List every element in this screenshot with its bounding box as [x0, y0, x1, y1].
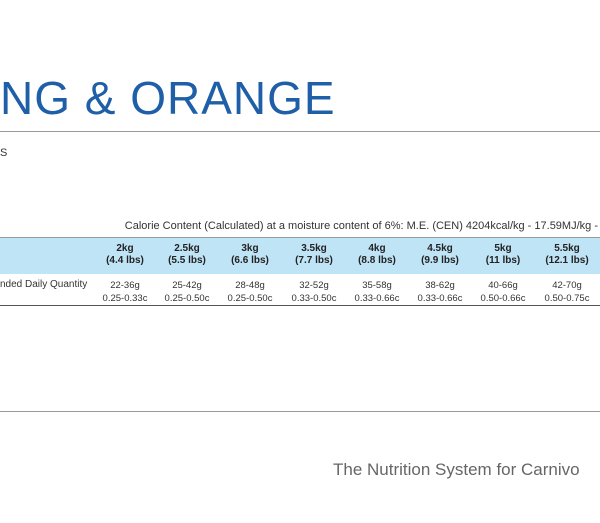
weight-lbs: (9.9 lbs): [421, 255, 459, 266]
grams-value: 35-58g: [362, 280, 392, 291]
weight-column-header: 5kg (11 lbs): [474, 243, 532, 267]
table-header-band: [0, 237, 600, 274]
cups-value: 0.33-0.66c: [417, 293, 463, 304]
weight-kg: 3.5kg: [301, 243, 327, 254]
weight-column-header: 5.5kg (12.1 lbs): [538, 243, 596, 267]
top-divider: [0, 131, 600, 132]
weight-column-header: 2.5kg (5.5 lbs): [158, 243, 216, 267]
daily-quantity-cell: 35-58g 0.33-0.66c: [348, 279, 406, 305]
weight-column-header: 4.5kg (9.9 lbs): [411, 243, 469, 267]
cups-value: 0.25-0.50c: [227, 293, 273, 304]
daily-quantity-cell: 38-62g 0.33-0.66c: [411, 279, 469, 305]
weight-column-header: 4kg (8.8 lbs): [348, 243, 406, 267]
product-title: NG & ORANGE: [0, 72, 336, 124]
grams-value: 40-66g: [488, 280, 518, 291]
weight-kg: 5.5kg: [554, 243, 580, 254]
bottom-divider: [0, 411, 600, 412]
row-divider: [0, 305, 600, 306]
daily-quantity-cell: 32-52g 0.33-0.50c: [285, 279, 343, 305]
cups-value: 0.50-0.66c: [480, 293, 526, 304]
grams-value: 28-48g: [235, 280, 265, 291]
weight-kg: 4kg: [368, 243, 386, 254]
weight-lbs: (5.5 lbs): [168, 255, 206, 266]
daily-quantity-row-label: nded Daily Quantity: [0, 279, 88, 290]
grams-value: 32-52g: [299, 280, 329, 291]
cups-value: 0.25-0.33c: [102, 293, 148, 304]
grams-value: 22-36g: [110, 280, 140, 291]
weight-column-header: 3.5kg (7.7 lbs): [285, 243, 343, 267]
weight-lbs: (4.4 lbs): [106, 255, 144, 266]
weight-kg: 4.5kg: [427, 243, 453, 254]
subtitle-fragment: S: [0, 147, 8, 159]
grams-value: 42-70g: [552, 280, 582, 291]
daily-quantity-cell: 28-48g 0.25-0.50c: [221, 279, 279, 305]
grams-value: 25-42g: [172, 280, 202, 291]
cups-value: 0.33-0.66c: [354, 293, 400, 304]
daily-quantity-cell: 40-66g 0.50-0.66c: [474, 279, 532, 305]
grams-value: 38-62g: [425, 280, 455, 291]
weight-kg: 5kg: [494, 243, 512, 254]
weight-kg: 2.5kg: [174, 243, 200, 254]
weight-lbs: (7.7 lbs): [295, 255, 333, 266]
weight-kg: 2kg: [116, 243, 134, 254]
weight-kg: 3kg: [241, 243, 259, 254]
daily-quantity-cell: 42-70g 0.50-0.75c: [538, 279, 596, 305]
weight-column-header: 3kg (6.6 lbs): [221, 243, 279, 267]
weight-lbs: (8.8 lbs): [358, 255, 396, 266]
calorie-content-text: Calorie Content (Calculated) at a moistu…: [124, 220, 598, 232]
cups-value: 0.33-0.50c: [291, 293, 337, 304]
cups-value: 0.25-0.50c: [164, 293, 210, 304]
daily-quantity-cell: 25-42g 0.25-0.50c: [158, 279, 216, 305]
cups-value: 0.50-0.75c: [544, 293, 590, 304]
weight-lbs: (12.1 lbs): [545, 255, 589, 266]
daily-quantity-cell: 22-36g 0.25-0.33c: [96, 279, 154, 305]
weight-lbs: (6.6 lbs): [231, 255, 269, 266]
weight-lbs: (11 lbs): [485, 255, 521, 266]
weight-column-header: 2kg (4.4 lbs): [96, 243, 154, 267]
brand-tagline: The Nutrition System for Carnivo: [333, 460, 580, 479]
